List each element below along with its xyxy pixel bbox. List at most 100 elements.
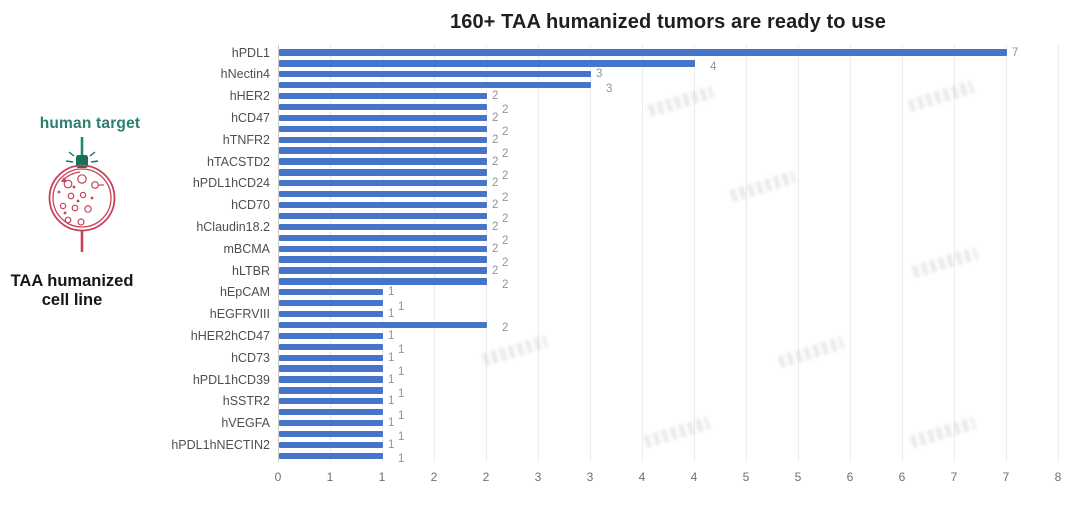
gridline xyxy=(538,45,539,462)
cell-illustration-icon xyxy=(48,137,116,252)
value-label: 2 xyxy=(492,220,499,233)
value-label: 1 xyxy=(388,308,395,321)
gridline xyxy=(486,45,487,462)
value-label: 3 xyxy=(606,82,613,95)
bar-hEpCAM-1 xyxy=(279,289,383,296)
category-label: hEGFRVIII xyxy=(209,307,270,322)
x-tick-label: 8 xyxy=(1054,470,1062,484)
bar-hSSTR2-1 xyxy=(279,398,383,405)
value-label: 1 xyxy=(388,286,395,299)
bar-hTACSTD2-2 xyxy=(279,169,487,176)
value-label: 1 xyxy=(398,453,405,466)
bar-hPDL1-1 xyxy=(279,49,1007,56)
bar-hVEGFA-1 xyxy=(279,419,383,427)
value-label: 2 xyxy=(492,90,499,103)
x-tick-label: 3 xyxy=(586,470,594,484)
value-label: 2 xyxy=(502,169,509,182)
value-label: 2 xyxy=(492,111,499,124)
category-label: mBCMA xyxy=(223,241,270,256)
bar-hNectin4-2 xyxy=(279,82,591,89)
category-label: hClaudin18.2 xyxy=(196,219,270,234)
gridline xyxy=(850,45,851,462)
value-label: 2 xyxy=(492,199,499,212)
gridline xyxy=(434,45,435,462)
x-tick-label: 5 xyxy=(794,470,802,484)
gridline xyxy=(382,45,383,462)
x-axis: 0 1 1 2 2 3 3 4 4 5 5 6 6 7 7 8 xyxy=(275,470,1062,486)
x-tick-label: 4 xyxy=(690,470,698,484)
bar-hEGFRVIII-1 xyxy=(279,310,383,318)
bar-hLTBR-1 xyxy=(279,267,487,274)
bar-hCD47-1 xyxy=(279,114,487,122)
human-target-label: human target xyxy=(39,115,141,132)
bar-hPDL1hCD24-2 xyxy=(279,191,487,198)
value-label: 1 xyxy=(388,438,395,451)
category-label: hLTBR xyxy=(232,263,270,278)
category-label: hCD47 xyxy=(231,110,270,125)
bar-hPDL1-2 xyxy=(279,60,695,67)
x-tick-label: 5 xyxy=(742,470,750,484)
gridline xyxy=(642,45,643,462)
category-label: hTNFR2 xyxy=(222,132,270,147)
gridline xyxy=(590,45,591,462)
category-label: hEpCAM xyxy=(219,285,270,300)
bar-hSSTR2-2 xyxy=(279,409,383,416)
gridline xyxy=(1006,45,1007,462)
gridline xyxy=(694,45,695,462)
x-tick-label: 6 xyxy=(846,470,854,484)
bar-hTNFR2-1 xyxy=(279,136,487,143)
value-label: 1 xyxy=(388,351,395,364)
value-label: 2 xyxy=(492,264,499,277)
value-label: 1 xyxy=(398,409,405,422)
x-tick-label: 4 xyxy=(638,470,646,484)
value-label: 1 xyxy=(398,366,405,378)
value-label: 2 xyxy=(502,278,509,291)
gridline xyxy=(746,45,747,462)
value-label: 1 xyxy=(398,387,405,400)
value-label: 1 xyxy=(388,417,395,430)
category-label: hCD70 xyxy=(231,198,270,213)
bar-hVEGFA-2 xyxy=(279,430,383,438)
gridline xyxy=(954,45,955,462)
gridline xyxy=(330,45,331,462)
gridline xyxy=(902,45,903,462)
cell-line-label-line2: cell line xyxy=(41,291,103,309)
value-label: 3 xyxy=(596,68,603,81)
category-label: hPDL1hNECTIN2 xyxy=(171,437,270,452)
bar-hPDL1hCD24-1 xyxy=(279,180,487,187)
x-tick-label: 6 xyxy=(898,470,906,484)
x-tick-label: 7 xyxy=(950,470,958,484)
cell-line-label: TAA humanized cell line xyxy=(0,272,144,310)
value-label: 1 xyxy=(388,329,395,342)
category-label: hVEGFA xyxy=(221,416,270,431)
bar-hHER2-1 xyxy=(279,92,487,100)
value-label: 2 xyxy=(492,155,499,168)
bar-hTACSTD2-1 xyxy=(279,158,487,165)
bar-hClaudin18.2-2 xyxy=(279,234,487,241)
value-label: 7 xyxy=(1012,46,1019,59)
category-label: hTACSTD2 xyxy=(207,154,270,169)
bar-hCD70-1 xyxy=(279,201,487,209)
bar-hTNFR2-2 xyxy=(279,147,487,154)
gridline xyxy=(1058,45,1059,462)
bar-hHER2hCD47-2 xyxy=(279,343,383,350)
x-tick-label: 2 xyxy=(482,470,490,484)
value-label: 4 xyxy=(710,60,717,73)
x-tick-label: 1 xyxy=(326,470,334,484)
chart-title: 160+ TAA humanized tumors are ready to u… xyxy=(450,11,886,33)
bar-hPDL1hCD39-1 xyxy=(279,376,383,383)
bar-hEGFRVIII-2 xyxy=(279,321,487,329)
cell-line-label-line1: TAA humanized xyxy=(10,272,134,290)
bar-mBCMA-2 xyxy=(279,256,487,263)
bar-hHER2-2 xyxy=(279,103,487,111)
value-label: 2 xyxy=(502,104,509,117)
value-label: 2 xyxy=(502,235,509,248)
x-tick-label: 2 xyxy=(430,470,438,484)
value-label: 2 xyxy=(502,126,509,139)
category-axis: hPDL1 hNectin4 hHER2 hCD47 hTNFR2 hTACSTD2 hPD… xyxy=(120,45,270,462)
value-label: 1 xyxy=(388,395,395,408)
value-label: 2 xyxy=(492,177,499,190)
bar-hNectin4-1 xyxy=(279,71,591,78)
category-label: hCD73 xyxy=(231,350,270,365)
